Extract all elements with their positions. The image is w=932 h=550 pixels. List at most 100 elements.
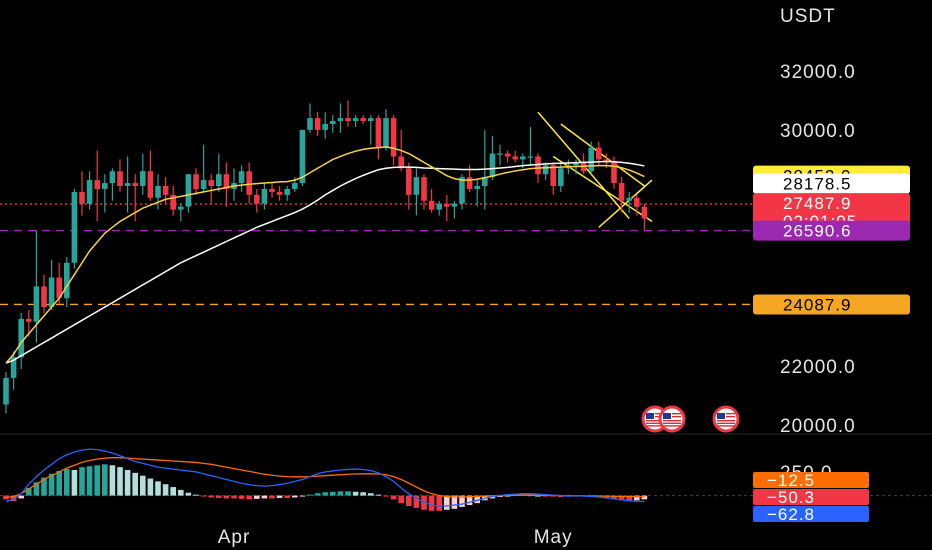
candle-up xyxy=(155,186,161,198)
macd-histogram-bar xyxy=(292,495,298,498)
candle-down xyxy=(406,168,412,195)
macd-histogram-bar xyxy=(459,495,465,507)
candle-down xyxy=(132,183,138,186)
macd-histogram-bar xyxy=(86,466,93,496)
macd-value-label: −50.3 xyxy=(767,488,815,507)
macd-histogram-bar xyxy=(276,495,283,498)
candle-down xyxy=(208,180,214,186)
macd-histogram-bar xyxy=(444,495,450,510)
flag-stripe xyxy=(672,413,681,415)
candle-up xyxy=(626,197,632,201)
macd-histogram-bar xyxy=(299,495,306,497)
candle-up xyxy=(352,118,359,122)
macd-histogram-bar xyxy=(634,495,640,501)
candle-up xyxy=(451,203,458,207)
candle-down xyxy=(421,177,427,201)
candle-up xyxy=(238,171,245,184)
flag-stripe xyxy=(663,425,681,427)
candle-down xyxy=(398,156,404,169)
candle-up xyxy=(573,162,579,166)
macd-histogram-bar xyxy=(314,493,321,496)
trendline xyxy=(560,123,645,187)
candle-down xyxy=(276,191,283,195)
candle-up xyxy=(48,277,55,308)
candle-up xyxy=(436,203,442,210)
macd-histogram-bar xyxy=(18,495,24,499)
horizontal-lines xyxy=(0,203,765,306)
candle-up xyxy=(558,168,564,186)
candle-down xyxy=(375,118,382,148)
macd-histogram-bar xyxy=(413,495,420,508)
macd-histogram-bar xyxy=(33,482,40,496)
macd-histogram-bar xyxy=(64,469,70,496)
price-tick-label: 20000.0 xyxy=(780,416,856,437)
flag-stripe xyxy=(717,425,735,427)
price-pane[interactable] xyxy=(0,100,765,433)
candle-up xyxy=(542,165,549,175)
macd-value-label: −62.8 xyxy=(767,505,815,524)
ma-yellow-line xyxy=(5,146,645,364)
macd-histogram-bar xyxy=(41,477,47,496)
macd-histogram-bar xyxy=(102,464,108,496)
macd-histogram-bar xyxy=(618,495,625,501)
macd-histogram-bar xyxy=(504,495,511,497)
candle-down xyxy=(504,153,511,157)
macd-histogram-bar xyxy=(474,495,480,504)
candle-up xyxy=(124,183,131,186)
candle-up xyxy=(337,118,344,122)
macd-histogram-bar xyxy=(231,495,237,499)
candle-up xyxy=(216,174,222,186)
macd-histogram-bar xyxy=(208,495,214,498)
price-tag-label: 24087.9 xyxy=(783,295,851,314)
candle-up xyxy=(3,377,9,405)
macd-histogram-bar xyxy=(451,495,458,509)
candle-down xyxy=(390,118,397,157)
candle-up xyxy=(520,156,526,160)
candle-up xyxy=(10,357,17,378)
candle-down xyxy=(79,191,85,204)
macd-histogram-bar xyxy=(436,495,442,511)
macd-histogram-bar xyxy=(26,488,32,496)
candle-down xyxy=(41,286,47,308)
candle-down xyxy=(444,203,450,207)
candle-down xyxy=(360,118,366,122)
time-tick-label: May xyxy=(534,527,573,548)
price-tick-label: 30000.0 xyxy=(780,121,856,142)
flag-stripe xyxy=(646,425,664,427)
candle-up xyxy=(474,186,480,189)
macd-histogram-bar xyxy=(254,495,260,499)
macd-signal-line xyxy=(5,457,645,499)
candle-up xyxy=(588,147,594,172)
macd-histogram-bar xyxy=(558,495,564,497)
macd-histogram-bar xyxy=(345,491,351,496)
candle-up xyxy=(292,183,298,189)
macd-value-label: −12.5 xyxy=(767,471,815,490)
macd-value-tag xyxy=(753,472,869,488)
time-axis[interactable]: Apr May xyxy=(218,527,573,548)
candle-up xyxy=(200,180,207,189)
macd-histogram-bar xyxy=(542,495,549,497)
flag-stripe xyxy=(655,413,664,415)
macd-histogram-bar xyxy=(261,495,268,499)
candle-up xyxy=(322,124,328,130)
candle-down xyxy=(345,118,351,122)
time-tick-label: Apr xyxy=(218,527,251,548)
flag-canton xyxy=(717,413,725,419)
us-flag-icon[interactable] xyxy=(712,405,740,433)
macd-histogram-bar xyxy=(360,492,366,496)
flag-stripe xyxy=(726,413,735,415)
us-flag-icon[interactable] xyxy=(658,405,686,433)
candle-down xyxy=(193,174,199,189)
flag-stripe xyxy=(646,420,664,422)
flag-stripe xyxy=(663,422,681,424)
candle-up xyxy=(86,180,93,204)
macd-histogram-bar xyxy=(170,487,176,496)
event-flags[interactable] xyxy=(641,405,740,433)
candle-down xyxy=(428,200,435,210)
flag-stripe xyxy=(726,416,735,418)
candle-up xyxy=(489,153,496,178)
price-tag-label: 26590.6 xyxy=(783,222,851,241)
candle-down xyxy=(56,277,62,299)
